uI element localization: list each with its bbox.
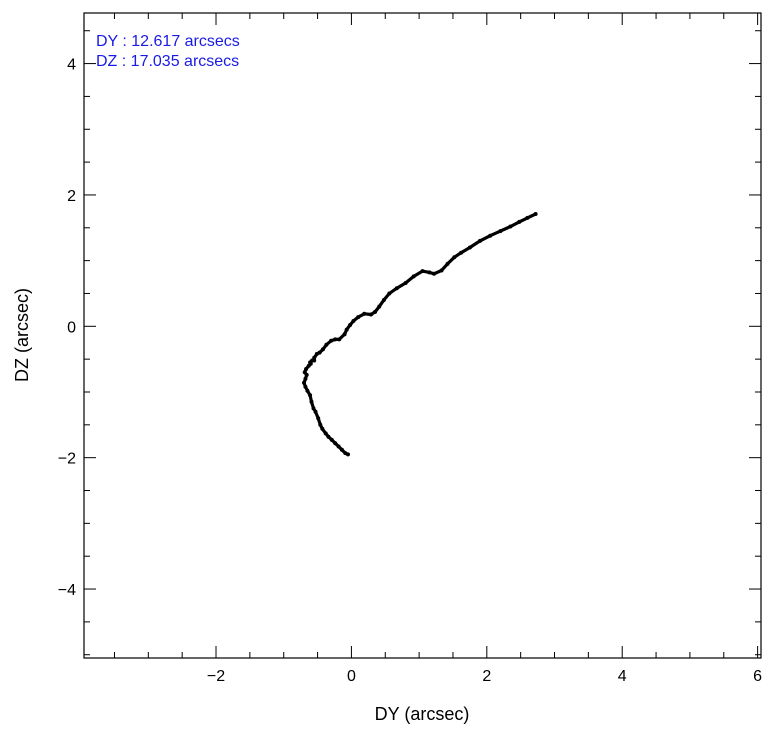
drift-point (305, 388, 310, 393)
drift-point (356, 315, 361, 320)
x-tick-label: 4 (618, 668, 627, 685)
drift-point (320, 426, 325, 431)
drift-point (394, 286, 399, 291)
drift-point (321, 347, 325, 352)
y-tick-label: 2 (67, 188, 76, 205)
drift-point (439, 268, 444, 273)
drift-point (403, 281, 408, 285)
drift-point (317, 350, 322, 355)
dz-offset-annotation: DZ : 17.035 arcsecs (96, 53, 239, 70)
drift-point (498, 229, 503, 234)
drift-point (308, 393, 313, 398)
drift-point (337, 337, 342, 342)
x-tick-label: 0 (347, 668, 356, 685)
y-tick-label: −4 (58, 582, 76, 599)
y-tick-label: 4 (67, 57, 76, 74)
drift-point (311, 406, 316, 411)
drift-point (313, 409, 318, 414)
data-trace (302, 212, 538, 457)
y-tick-labels: −4 −2 0 2 4 (58, 57, 76, 599)
drift-point (432, 271, 436, 276)
drift-point (348, 323, 353, 327)
drift-point (517, 219, 522, 224)
drift-point (342, 332, 347, 337)
drift-point (312, 355, 317, 360)
drift-point (316, 416, 321, 421)
y-tick-label: −2 (58, 451, 76, 468)
drift-point (304, 367, 309, 371)
drift-point (488, 233, 493, 238)
drift-point (525, 215, 530, 220)
drift-point (467, 245, 472, 250)
drift-point (377, 304, 382, 309)
dy-offset-annotation: DY : 12.617 arcsecs (96, 33, 240, 50)
drift-point (344, 327, 349, 332)
drift-point (387, 291, 392, 296)
drift-point (323, 431, 328, 436)
drift-point (318, 422, 323, 427)
drift-point (420, 269, 425, 274)
drift-point (459, 250, 464, 255)
drift-point (533, 212, 538, 216)
drift-point (324, 342, 329, 347)
x-tick-labels: −2 0 2 4 6 (207, 668, 762, 685)
drift-point (329, 338, 334, 343)
drift-point (333, 441, 338, 446)
drift-point (343, 451, 348, 456)
drift-path-line (302, 212, 538, 456)
y-axis-title: DZ (arcsec) (12, 288, 32, 382)
drift-point (362, 311, 367, 316)
y-tick-label: 0 (67, 319, 76, 336)
x-axis-title: DY (arcsec) (375, 704, 470, 724)
drift-point (369, 312, 373, 317)
drift-point (336, 444, 341, 449)
drift-point (478, 238, 482, 243)
drift-point (508, 224, 513, 229)
drift-point (351, 319, 356, 323)
drift-point (302, 370, 307, 375)
drift-point (303, 384, 308, 389)
axis-ticks (84, 13, 761, 658)
drift-point (452, 255, 457, 260)
drift-point (445, 261, 450, 266)
drift-point (309, 399, 314, 404)
drift-point (339, 447, 344, 452)
drift-point (303, 376, 308, 381)
drift-point (411, 274, 416, 279)
drift-point (373, 309, 378, 314)
x-tick-label: −2 (207, 668, 225, 685)
x-tick-label: 2 (482, 668, 491, 685)
drift-point (329, 437, 334, 442)
x-tick-label: 6 (753, 668, 762, 685)
drift-point (326, 434, 331, 439)
drift-point (333, 337, 338, 342)
drift-point (427, 270, 432, 275)
drift-point (302, 380, 306, 385)
drift-point (381, 298, 386, 302)
plot-area-frame (83, 12, 762, 659)
